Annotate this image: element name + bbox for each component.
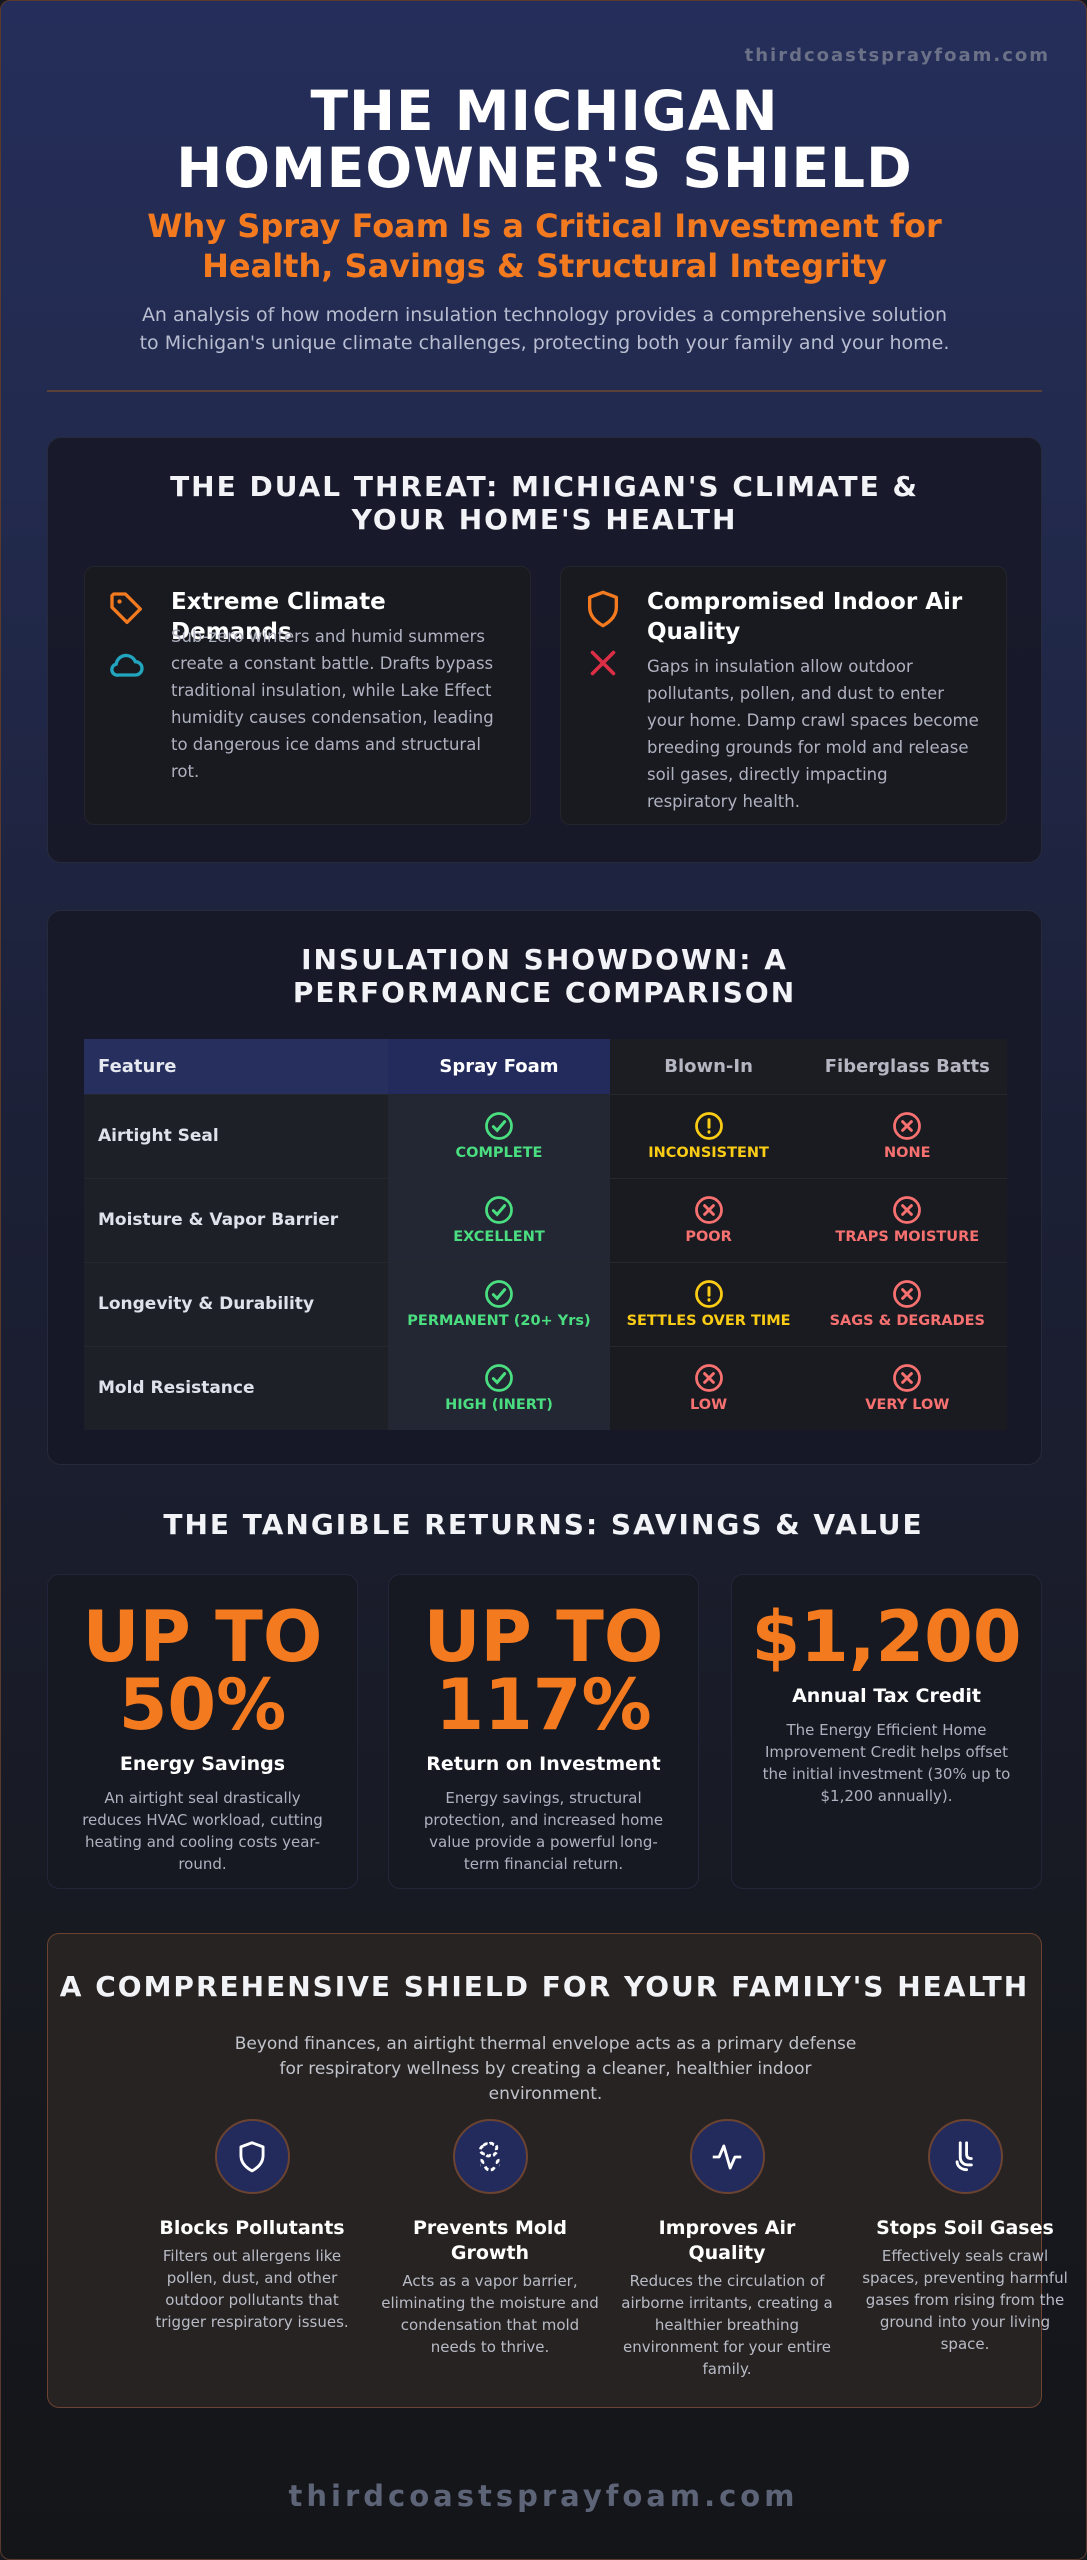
column-header: Feature xyxy=(84,1039,389,1094)
health-item: Blocks Pollutants Filters out allergens … xyxy=(142,2119,362,2333)
card-title: Extreme Climate Demands xyxy=(171,589,386,645)
rating: VERY LOW xyxy=(865,1397,950,1414)
stat-value: UP TO 50% xyxy=(82,1596,323,1746)
stat-card: $1,200 Annual Tax Credit The Energy Effi… xyxy=(731,1574,1042,1889)
cell: INCONSISTENT xyxy=(609,1093,808,1178)
feature: Longevity & Durability xyxy=(84,1261,389,1346)
stat-value: UP TO 117% xyxy=(423,1596,664,1746)
threat-section: THE DUAL THREAT: MICHIGAN'S CLIMATE & YO… xyxy=(47,437,1042,863)
cell: POOR xyxy=(609,1177,808,1262)
rating: TRAPS MOISTURE xyxy=(835,1229,980,1245)
stat-text: Energy savings, structural protection, a… xyxy=(423,1789,664,1873)
threat-card: Compromised Indoor Air Quality Gaps in i… xyxy=(560,566,1007,825)
tag-icon xyxy=(110,592,142,624)
footer[interactable]: thirdcoastsprayfoam.com xyxy=(288,2479,799,2513)
card-text: Sub-zero winters and humid summers creat… xyxy=(171,627,494,781)
health-item: Improves Air Quality Reduces the circula… xyxy=(617,2119,837,2380)
rating: INCONSISTENT xyxy=(648,1145,769,1161)
health-item: Prevents Mold Growth Acts as a vapor bar… xyxy=(380,2119,600,2358)
cell: COMPLETE xyxy=(388,1093,610,1178)
item-title: Stops Soil Gases xyxy=(876,2217,1054,2239)
feature: Moisture & Vapor Barrier xyxy=(84,1177,389,1262)
item-text: Acts as a vapor barrier, eliminating the… xyxy=(381,2272,599,2356)
cell: SETTLES OVER TIME xyxy=(609,1261,808,1346)
item-title: Improves Air Quality xyxy=(658,2217,796,2264)
stat-text: The Energy Efficient Home Improvement Cr… xyxy=(762,1721,1011,1805)
column-header: Blown-In xyxy=(609,1039,808,1094)
rating: SETTLES OVER TIME xyxy=(626,1313,791,1329)
rating: POOR xyxy=(685,1229,732,1245)
feature: Mold Resistance xyxy=(84,1345,389,1430)
lungs-icon xyxy=(955,2140,973,2171)
health-item: Stops Soil Gases Effectively seals crawl… xyxy=(855,2119,1075,2355)
cell: PERMANENT (20+ Yrs) xyxy=(388,1261,610,1346)
item-text: Reduces the circulation of airborne irri… xyxy=(621,2272,833,2378)
cell: TRAPS MOISTURE xyxy=(807,1177,1007,1262)
column-header: Spray Foam xyxy=(388,1039,610,1094)
stat-value: $1,200 xyxy=(751,1596,1022,1678)
column-header: Fiberglass Batts xyxy=(807,1039,1007,1094)
cell: LOW xyxy=(609,1345,808,1430)
site-label[interactable]: thirdcoastsprayfoam.com xyxy=(744,45,1050,66)
section-title: THE TANGIBLE RETURNS: SAVINGS & VALUE xyxy=(163,1508,924,1541)
card-title: Compromised Indoor Air Quality xyxy=(647,589,963,645)
stat-card: UP TO 50% Energy Savings An airtight sea… xyxy=(47,1574,358,1889)
item-text: Effectively seals crawl spaces, preventi… xyxy=(862,2247,1068,2353)
divider xyxy=(47,390,1042,392)
rating: LOW xyxy=(690,1397,728,1414)
mold-icon xyxy=(479,2141,500,2171)
section-title: THE DUAL THREAT: MICHIGAN'S CLIMATE & YO… xyxy=(170,470,919,536)
item-text: Filters out allergens like pollen, dust,… xyxy=(155,2247,349,2331)
rating: EXCELLENT xyxy=(453,1229,545,1245)
stat-label: Annual Tax Credit xyxy=(792,1685,981,1707)
stat-label: Return on Investment xyxy=(426,1753,661,1775)
cell: VERY LOW xyxy=(807,1345,1007,1430)
rating: HIGH (INERT) xyxy=(445,1397,553,1414)
subtitle: Why Spray Foam Is a Critical Investment … xyxy=(147,207,942,285)
feature: Airtight Seal xyxy=(84,1093,389,1178)
card-text: Gaps in insulation allow outdoor polluta… xyxy=(647,657,979,811)
cloud-icon xyxy=(110,653,144,677)
rating: PERMANENT (20+ Yrs) xyxy=(407,1313,591,1329)
cell: NONE xyxy=(807,1093,1007,1178)
intro: An analysis of how modern insulation tec… xyxy=(139,304,950,354)
item-title: Prevents Mold Growth xyxy=(412,2217,568,2264)
cell: HIGH (INERT) xyxy=(388,1345,610,1430)
threat-card: Extreme Climate Demands Sub-zero winters… xyxy=(84,566,531,825)
stat-text: An airtight seal drastically reduces HVA… xyxy=(82,1789,323,1873)
rating: NONE xyxy=(884,1145,931,1161)
section-intro: Beyond finances, an airtight thermal env… xyxy=(234,2034,857,2104)
comparison-section: INSULATION SHOWDOWN: A PERFORMANCE COMPA… xyxy=(47,910,1042,1465)
title: THE MICHIGAN HOMEOWNER'S SHIELD xyxy=(176,79,913,200)
section-title: INSULATION SHOWDOWN: A PERFORMANCE COMPA… xyxy=(292,943,797,1009)
rating: SAGS & DEGRADES xyxy=(829,1313,985,1329)
item-title: Blocks Pollutants xyxy=(159,2217,345,2239)
shield-icon xyxy=(239,2140,265,2172)
stat-card: UP TO 117% Return on Investment Energy s… xyxy=(388,1574,699,1889)
cell: EXCELLENT xyxy=(388,1177,610,1262)
cell: SAGS & DEGRADES xyxy=(807,1261,1007,1346)
rating: COMPLETE xyxy=(455,1145,543,1161)
health-section: A COMPREHENSIVE SHIELD FOR YOUR FAMILY'S… xyxy=(47,1933,1068,2408)
section-title: A COMPREHENSIVE SHIELD FOR YOUR FAMILY'S… xyxy=(59,1970,1030,2003)
comparison-table: Feature Spray Foam Blown-In Fiberglass B… xyxy=(84,1039,1007,1430)
stat-label: Energy Savings xyxy=(119,1753,286,1775)
pulse-icon xyxy=(712,2143,742,2170)
shield-icon xyxy=(588,590,618,628)
x-icon xyxy=(590,650,616,676)
